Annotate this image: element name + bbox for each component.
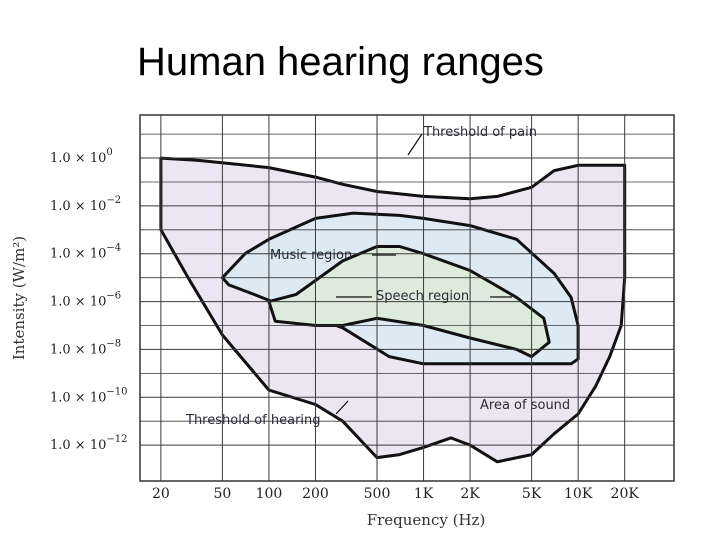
y-tick-label: 1.0 × 10−8 [50,338,121,357]
pointer-threshold-of-pain [407,133,423,156]
region-annotations: Threshold of pain Music region Speech regi… [185,125,570,428]
x-tick-label: 50 [213,486,231,502]
annotation-threshold-of-pain: Threshold of pain [423,125,537,140]
y-tick-label: 1.0 × 10−6 [50,291,121,310]
annotation-music-region: Music region [270,248,352,263]
y-tick-label: 1.0 × 10−4 [50,243,121,262]
x-tick-label: 20 [152,486,170,502]
x-tick-label: 1K [414,486,434,502]
x-tick-label: 100 [256,486,283,502]
annotation-threshold-of-hearing: Threshold of hearing [185,413,321,428]
x-axis-label: Frequency (Hz) [367,511,486,529]
pointer-threshold-of-hearing [335,400,349,415]
y-tick-label: 1.0 × 100 [50,147,113,166]
y-tick-label: 1.0 × 10−10 [50,386,127,405]
annotation-area-of-sound: Area of sound [480,398,570,413]
y-tick-label: 1.0 × 10−12 [50,434,127,453]
x-tick-label: 200 [302,486,329,502]
y-axis-label: Intensity (W/m²) [10,236,28,360]
grid-lines [140,115,674,481]
slide-title: Human hearing ranges [137,40,544,84]
x-tick-label: 20K [611,486,640,502]
x-tick-label: 5K [522,486,542,502]
x-tick-label: 500 [364,486,391,502]
plot-frame [139,114,675,482]
y-tick-labels: 1.0 × 100 1.0 × 10−2 1.0 × 10−4 1.0 × 10−6 1… [50,147,127,453]
x-tick-label: 10K [564,486,593,502]
y-tick-label: 1.0 × 10−2 [50,195,121,214]
annotation-speech-region: Speech region [376,289,469,304]
x-tick-labels: 20 50 100 200 500 1K 2K 5K 10K 20K [152,486,639,502]
x-tick-label: 2K [460,486,480,502]
